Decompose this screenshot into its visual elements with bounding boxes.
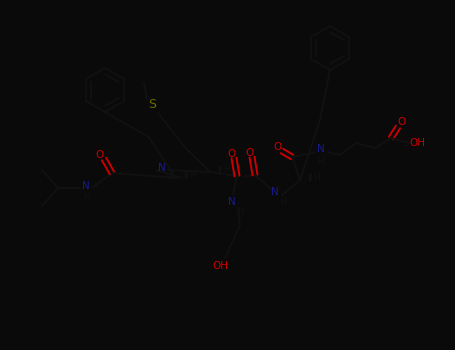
Text: OH: OH bbox=[212, 261, 228, 271]
Text: H: H bbox=[190, 170, 197, 180]
Text: ▌: ▌ bbox=[308, 174, 313, 181]
Text: ▌: ▌ bbox=[218, 166, 224, 173]
Text: N: N bbox=[271, 187, 279, 197]
Text: H: H bbox=[313, 173, 320, 182]
Text: O: O bbox=[246, 148, 254, 158]
Text: N: N bbox=[228, 197, 236, 207]
Text: OH: OH bbox=[409, 138, 425, 148]
Text: H: H bbox=[280, 197, 286, 206]
Text: H: H bbox=[318, 156, 324, 166]
Text: H: H bbox=[223, 164, 230, 174]
Text: H: H bbox=[237, 208, 243, 217]
Text: O: O bbox=[96, 150, 104, 160]
Text: N: N bbox=[82, 181, 90, 191]
Text: S: S bbox=[148, 98, 156, 112]
Text: O: O bbox=[228, 149, 236, 159]
Text: O: O bbox=[397, 117, 405, 127]
Text: H: H bbox=[166, 174, 172, 182]
Text: O: O bbox=[274, 142, 282, 152]
Text: N: N bbox=[158, 163, 166, 173]
Text: ▌: ▌ bbox=[184, 172, 190, 178]
Text: H: H bbox=[83, 193, 89, 202]
Text: N: N bbox=[317, 144, 325, 154]
